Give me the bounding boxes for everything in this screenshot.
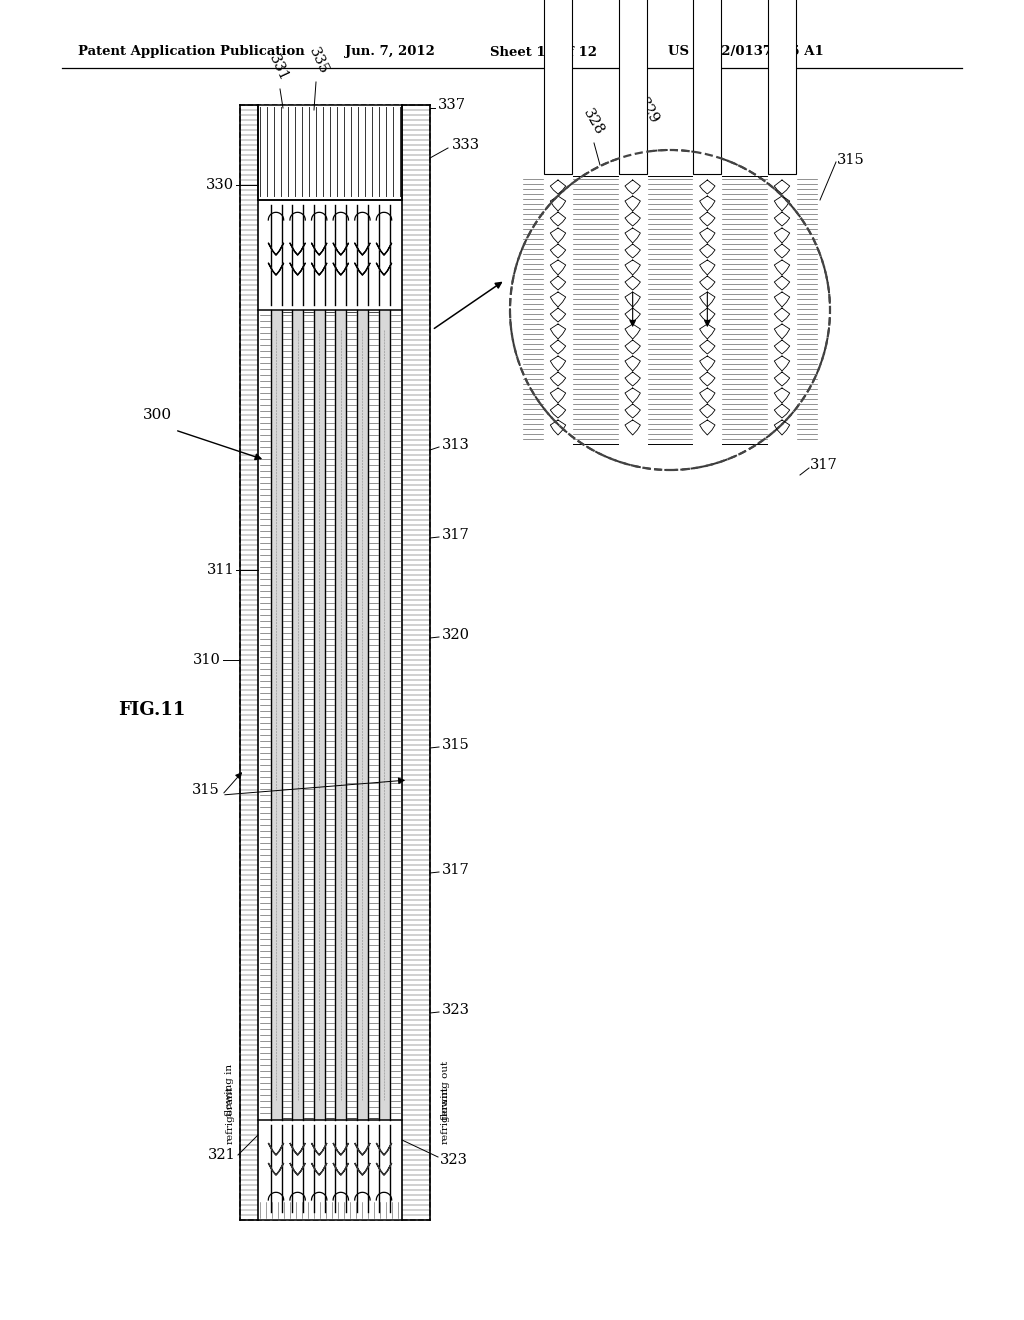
Polygon shape [290, 243, 305, 255]
Bar [270, 310, 282, 1119]
Text: 317: 317 [442, 528, 470, 543]
Polygon shape [376, 243, 392, 255]
Polygon shape [290, 1163, 305, 1175]
Text: 313: 313 [442, 438, 470, 451]
Text: 317: 317 [810, 458, 838, 473]
Bar [618, 0, 647, 174]
Text: 321: 321 [208, 1148, 236, 1162]
Bar [544, 0, 572, 174]
Polygon shape [376, 1163, 392, 1175]
Polygon shape [376, 1143, 392, 1155]
Polygon shape [311, 263, 327, 275]
Bar [768, 0, 796, 174]
Text: 323: 323 [440, 1152, 468, 1167]
Text: 320: 320 [442, 628, 470, 642]
Polygon shape [290, 1143, 305, 1155]
Text: 331: 331 [266, 53, 290, 84]
Text: Sheet 11 of 12: Sheet 11 of 12 [490, 45, 597, 58]
Bar [693, 0, 721, 174]
Text: refrigerant: refrigerant [440, 1086, 450, 1144]
Text: 337: 337 [438, 98, 466, 112]
Text: refrigerant: refrigerant [225, 1086, 234, 1144]
Text: FIG.11: FIG.11 [118, 701, 185, 719]
Text: 328: 328 [580, 107, 606, 139]
Text: 315: 315 [193, 783, 220, 797]
Text: 329: 329 [635, 96, 662, 127]
Text: US 2012/0137725 A1: US 2012/0137725 A1 [668, 45, 823, 58]
Polygon shape [333, 1143, 348, 1155]
Text: 335: 335 [306, 46, 331, 77]
Polygon shape [268, 1143, 284, 1155]
Polygon shape [268, 243, 284, 255]
Polygon shape [311, 1143, 327, 1155]
Text: 310: 310 [194, 653, 221, 667]
Text: 315: 315 [837, 153, 864, 168]
Text: 323: 323 [442, 1003, 470, 1016]
Bar [357, 310, 368, 1119]
Bar [240, 106, 430, 1220]
Polygon shape [311, 243, 327, 255]
Polygon shape [354, 243, 370, 255]
Text: 300: 300 [143, 408, 172, 422]
Text: 315: 315 [442, 738, 470, 752]
Polygon shape [268, 263, 284, 275]
Polygon shape [376, 263, 392, 275]
Polygon shape [333, 263, 348, 275]
Bar [258, 201, 402, 310]
Polygon shape [354, 263, 370, 275]
Bar [258, 1119, 402, 1220]
Polygon shape [290, 263, 305, 275]
Text: 333: 333 [452, 139, 480, 152]
Bar [335, 310, 346, 1119]
Polygon shape [354, 1163, 370, 1175]
Text: flowing out: flowing out [440, 1060, 450, 1119]
Text: 317: 317 [442, 863, 470, 876]
Text: 330: 330 [206, 178, 234, 191]
Text: Patent Application Publication: Patent Application Publication [78, 45, 305, 58]
Polygon shape [268, 1163, 284, 1175]
Text: Jun. 7, 2012: Jun. 7, 2012 [345, 45, 435, 58]
Text: flowing in: flowing in [225, 1064, 234, 1117]
Polygon shape [333, 243, 348, 255]
Circle shape [510, 150, 830, 470]
Bar [258, 106, 402, 201]
Polygon shape [311, 1163, 327, 1175]
Polygon shape [333, 1163, 348, 1175]
Bar [292, 310, 303, 1119]
Text: 311: 311 [207, 564, 234, 577]
Bar [379, 310, 389, 1119]
Polygon shape [354, 1143, 370, 1155]
Bar [313, 310, 325, 1119]
